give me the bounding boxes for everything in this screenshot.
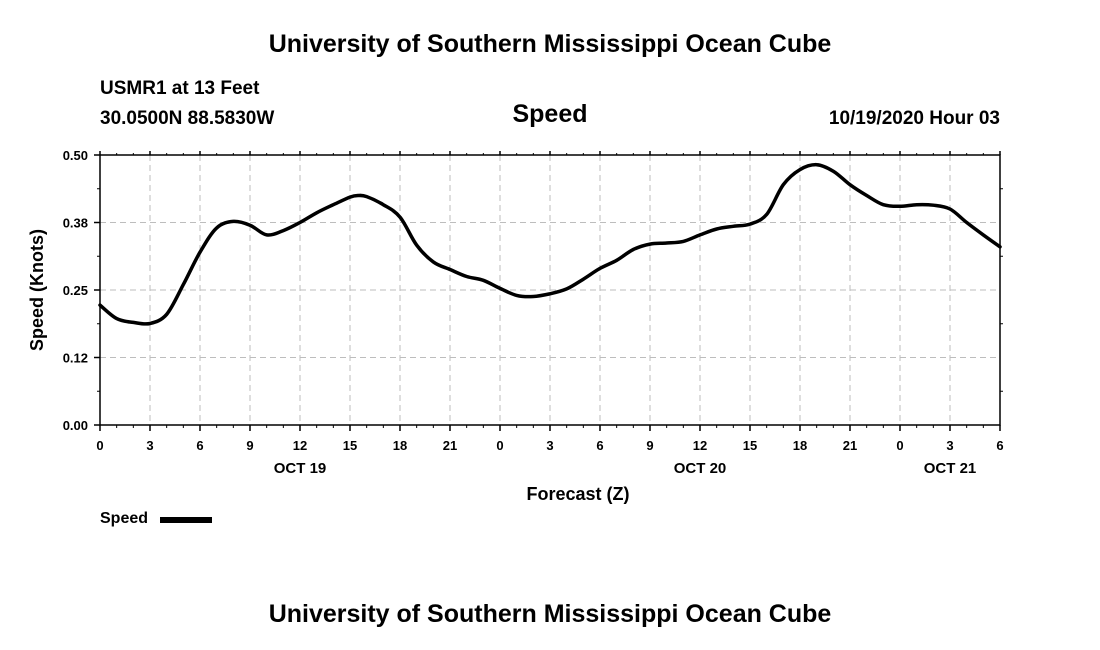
x-tick-label: 3 <box>146 438 153 453</box>
x-tick-label: 15 <box>743 438 757 453</box>
y-tick-label: 0.25 <box>63 283 88 298</box>
x-tick-labels: 0 3 6 9 12 15 18 21 0 3 6 9 12 15 18 21 0 3 6 <box>96 438 1003 453</box>
y-tick-label: 0.50 <box>63 148 88 163</box>
x-tick-label: 21 <box>443 438 457 453</box>
x-tick-label: 9 <box>246 438 253 453</box>
y-tick-labels: 0.00 0.12 0.25 0.38 0.50 <box>63 148 88 433</box>
y-tick-label: 0.38 <box>63 216 88 231</box>
x-tick-label: 3 <box>946 438 953 453</box>
x-tick-label: 18 <box>393 438 407 453</box>
forecast-run-time: 10/19/2020 Hour 03 <box>828 108 1000 129</box>
y-tick-label: 0.00 <box>63 418 88 433</box>
x-tick-label: 12 <box>293 438 307 453</box>
legend-label: Speed <box>100 510 149 527</box>
x-tick-label: 15 <box>343 438 357 453</box>
station-label: USMR1 at 13 Feet <box>100 78 260 99</box>
day-label: OCT 21 <box>924 460 977 477</box>
x-tick-label: 12 <box>693 438 707 453</box>
x-tick-label: 3 <box>546 438 553 453</box>
day-label: OCT 20 <box>674 460 727 477</box>
x-tick-label: 6 <box>596 438 603 453</box>
x-tick-label: 6 <box>996 438 1003 453</box>
chart-title: University of Southern Mississippi Ocean… <box>268 30 832 58</box>
y-axis-title: Speed (Knots) <box>27 229 47 351</box>
x-tick-label: 0 <box>96 438 103 453</box>
x-tick-label: 0 <box>896 438 903 453</box>
x-tick-label: 0 <box>496 438 503 453</box>
axis-ticks <box>94 151 1003 431</box>
station-coordinates: 30.0500N 88.5830W <box>100 108 275 129</box>
x-tick-label: 18 <box>793 438 807 453</box>
day-labels: OCT 19 OCT 20 OCT 21 <box>274 460 977 477</box>
x-tick-label: 6 <box>196 438 203 453</box>
speed-series-line <box>98 162 1002 326</box>
chart-grid <box>100 155 1000 425</box>
day-label: OCT 19 <box>274 460 327 477</box>
legend-swatch <box>160 517 212 523</box>
footer-title: University of Southern Mississippi Ocean… <box>268 600 832 628</box>
parameter-title: Speed <box>512 100 588 128</box>
x-tick-label: 21 <box>843 438 857 453</box>
y-tick-label: 0.12 <box>63 351 88 366</box>
x-axis-title: Forecast (Z) <box>526 484 629 504</box>
x-tick-label: 9 <box>646 438 653 453</box>
